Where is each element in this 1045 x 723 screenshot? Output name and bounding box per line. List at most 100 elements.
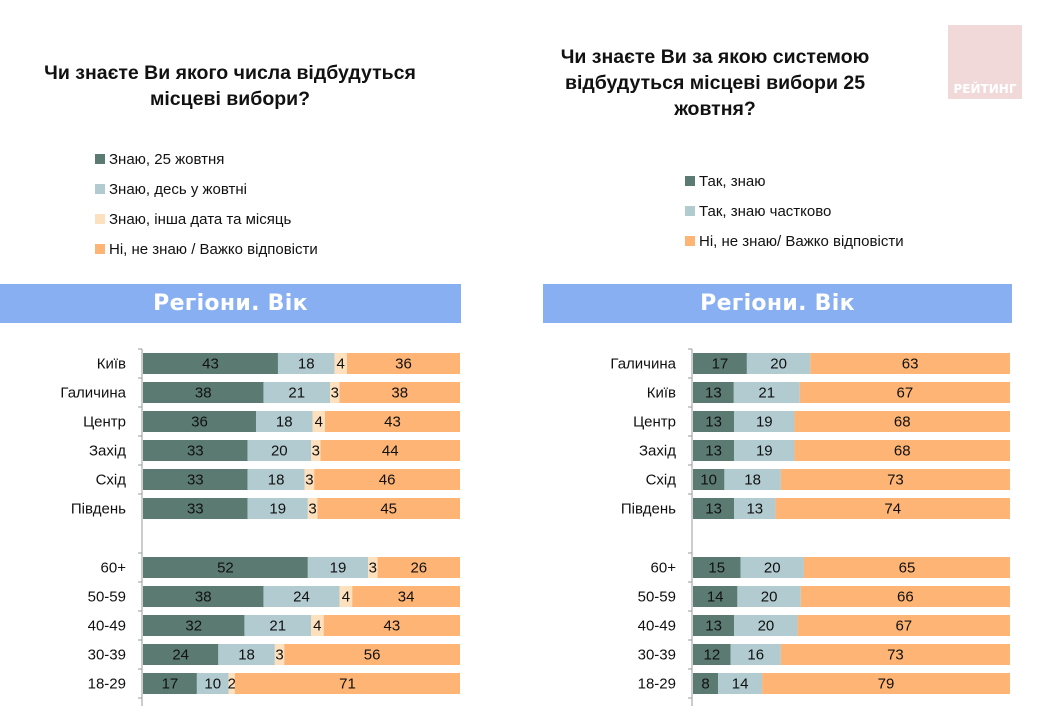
legend-item: Так, знаю [685, 166, 904, 196]
value-label: 13 [705, 443, 722, 460]
value-label: 3 [312, 443, 320, 460]
bar-segment [800, 586, 1010, 607]
value-label: 26 [410, 560, 427, 577]
value-label: 21 [288, 385, 305, 402]
bar-segment [737, 586, 801, 607]
value-label: 10 [700, 472, 717, 489]
value-label: 14 [732, 676, 749, 693]
bar-segment [311, 440, 321, 461]
value-label: 45 [380, 501, 397, 518]
category-label: 60+ [101, 560, 127, 577]
value-label: 21 [758, 385, 775, 402]
bar-segment [284, 644, 460, 665]
value-label: 3 [331, 385, 339, 402]
bar-segment [347, 353, 460, 374]
value-label: 18 [298, 356, 315, 373]
legend-item: Ні, не знаю/ Важко відповісти [685, 226, 904, 256]
category-label: 18-29 [88, 676, 126, 693]
category-label: Центр [83, 414, 126, 431]
bar-segment [780, 469, 1010, 490]
legend-label: Ні, не знаю/ Важко відповісти [699, 232, 904, 250]
category-label: Південь [71, 501, 126, 518]
bar-segment [693, 586, 738, 607]
value-label: 19 [330, 560, 347, 577]
value-label: 65 [899, 560, 916, 577]
bar-segment [196, 673, 229, 694]
value-label: 15 [708, 560, 725, 577]
category-label: Схід [646, 472, 677, 489]
value-label: 73 [887, 472, 904, 489]
legend-item: Знаю, 25 жовтня [95, 144, 318, 174]
bar-segment [693, 440, 735, 461]
value-label: 79 [878, 676, 895, 693]
bar-segment [734, 411, 795, 432]
bar-segment [693, 382, 734, 403]
bar-segment [274, 644, 285, 665]
bar-segment [339, 586, 353, 607]
bar-segment [307, 498, 318, 519]
bar-segment [810, 353, 1010, 374]
bar-segment [693, 498, 735, 519]
value-label: 66 [897, 589, 914, 606]
value-label: 32 [185, 618, 202, 635]
value-label: 33 [187, 443, 204, 460]
value-label: 18 [276, 414, 293, 431]
value-label: 71 [339, 676, 356, 693]
value-label: 20 [770, 356, 787, 373]
value-label: 20 [271, 443, 288, 460]
value-label: 3 [275, 647, 283, 664]
bar-segment [323, 615, 460, 636]
value-label: 2 [228, 676, 236, 693]
value-label: 19 [269, 501, 286, 518]
value-label: 20 [761, 589, 778, 606]
bar-segment [693, 411, 735, 432]
bar-segment [746, 353, 811, 374]
bar-segment [255, 411, 313, 432]
bar-segment [693, 615, 735, 636]
bar-segment [143, 615, 245, 636]
value-label: 3 [305, 472, 313, 489]
value-label: 68 [894, 443, 911, 460]
value-label: 4 [342, 589, 350, 606]
value-label: 43 [384, 618, 401, 635]
value-label: 13 [705, 618, 722, 635]
bar-segment [218, 644, 275, 665]
value-label: 36 [191, 414, 208, 431]
category-label: Київ [97, 356, 126, 373]
value-label: 3 [308, 501, 316, 518]
bar-segment [693, 353, 747, 374]
category-label: 50-59 [88, 589, 126, 606]
value-label: 52 [217, 560, 234, 577]
value-label: 18 [744, 472, 761, 489]
bar-segment [143, 673, 197, 694]
bar-segment [247, 469, 305, 490]
bar-segment [740, 557, 804, 578]
value-label: 38 [391, 385, 408, 402]
bar-segment [693, 673, 719, 694]
legend-item: Так, знаю частково [685, 196, 904, 226]
bar-segment [143, 586, 264, 607]
legend-swatch [95, 154, 105, 164]
bar-segment [718, 673, 763, 694]
value-label: 13 [705, 501, 722, 518]
value-label: 16 [747, 647, 764, 664]
value-label: 8 [701, 676, 709, 693]
bar-segment [794, 440, 1010, 461]
legend-item: Ні, не знаю / Важко відповісти [95, 234, 318, 264]
value-label: 13 [705, 414, 722, 431]
legend-label: Ні, не знаю / Важко відповісти [109, 240, 318, 258]
bar-segment [244, 615, 312, 636]
chart-title-left: Чи знаєте Ви якого числа відбудуться міс… [44, 62, 416, 110]
bar-segment [277, 353, 335, 374]
bar-segment [775, 498, 1010, 519]
legend-swatch [685, 176, 695, 186]
bar-segment [143, 498, 248, 519]
chart-title-right: Чи знаєте Ви за якою системою відбудутьс… [560, 46, 870, 120]
legend-item: Знаю, десь у жовтні [95, 174, 318, 204]
category-label: Галичина [60, 385, 126, 402]
category-label: 60+ [651, 560, 677, 577]
legend-left: Знаю, 25 жовтня Знаю, десь у жовтні Знаю… [95, 144, 318, 264]
value-label: 17 [162, 676, 179, 693]
bar-segment [734, 440, 795, 461]
